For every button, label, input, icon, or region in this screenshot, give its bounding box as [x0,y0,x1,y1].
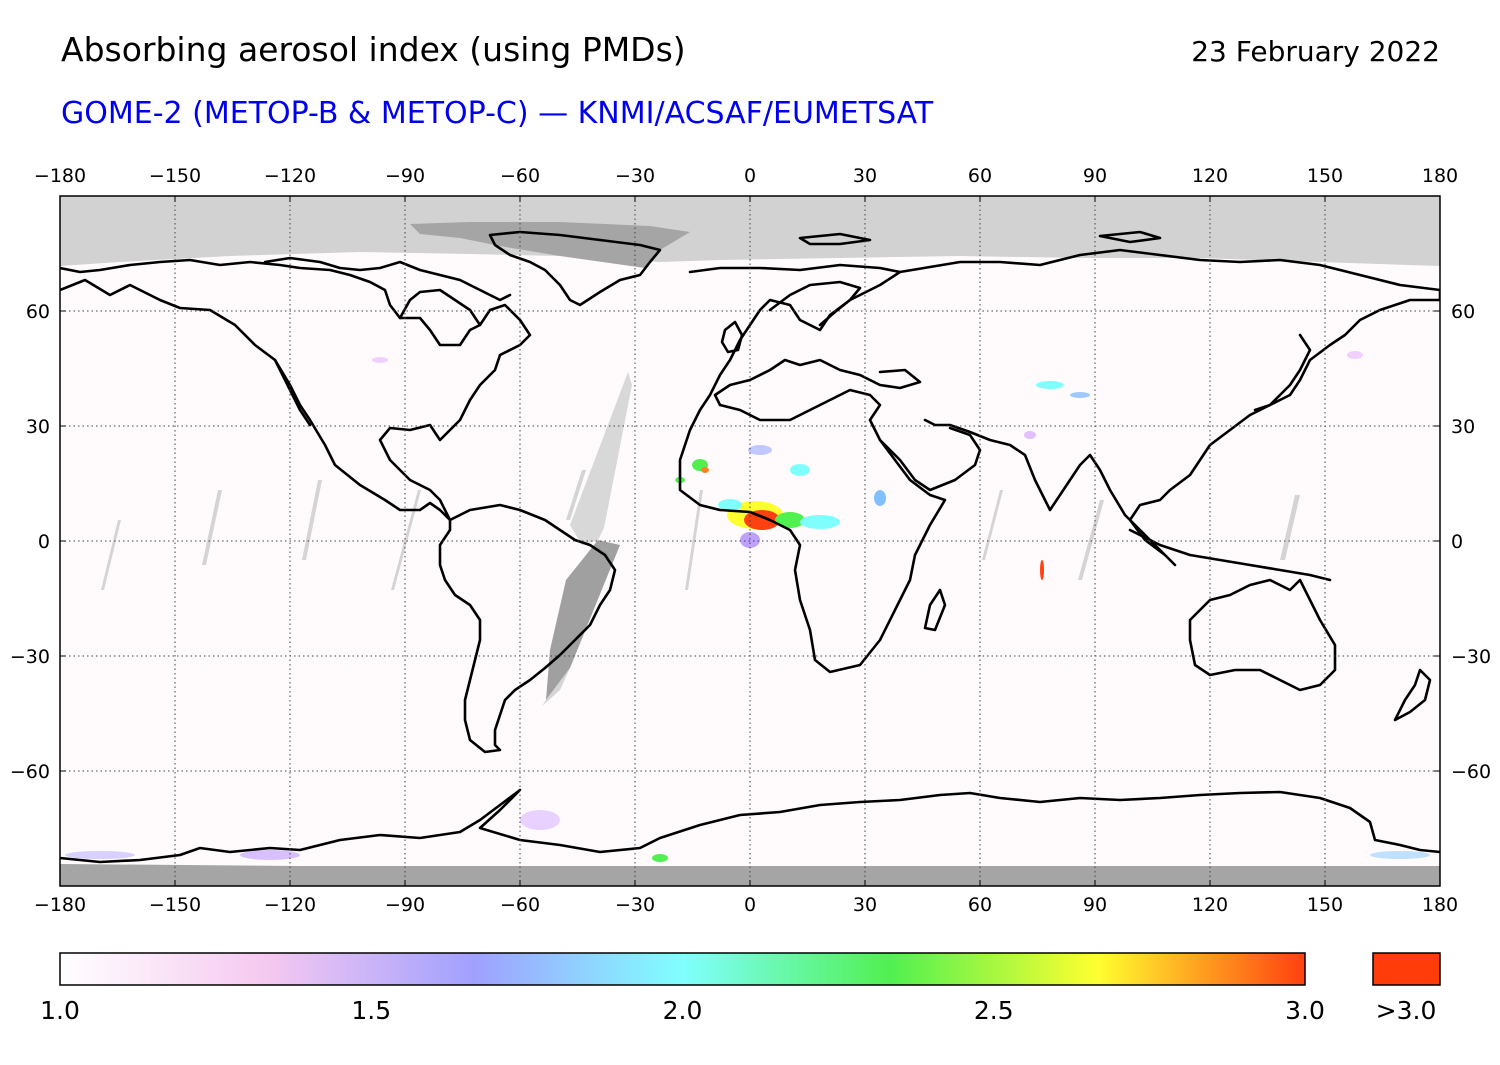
lat-tick-label-left: 60 [26,301,50,323]
colorbar-overflow [1372,952,1441,986]
coastline-europe-africa [678,263,947,674]
map-area [60,196,1440,886]
coastline-baja [273,358,312,427]
lat-tick-label-right: 60 [1451,301,1475,323]
lon-tick-label-top: 60 [968,165,992,187]
lon-tick-label-bottom: −180 [34,894,86,916]
coastline-madagascar [923,588,947,632]
colorbar-overflow-label: >3.0 [1376,996,1437,1025]
coastline-uk [720,320,744,354]
colorbar-label: 2.5 [974,996,1014,1025]
no-data-greenland [410,222,690,268]
lon-tick-label-top: −120 [264,165,316,187]
colorbar-labels: 1.0 1.5 2.0 2.5 3.0 >3.0 [40,996,1436,1025]
coastline-scandinavia [768,280,862,327]
lat-tick-label-right: −30 [1451,646,1491,668]
lon-tick-label-bottom: −30 [615,894,655,916]
coastline-indonesia [1128,528,1332,582]
coastline-svalbard [1098,230,1162,244]
coastline-greenland [488,230,662,307]
lon-tick-label-top: −90 [385,165,425,187]
no-data-swath-atlantic-tail [542,668,570,706]
coastline-antarctica [60,788,1440,864]
lon-tick-label-top: 120 [1192,165,1228,187]
colorbar-label: 1.5 [351,996,391,1025]
lat-tick-label-left: −60 [10,761,50,783]
lon-tick-label-bottom: 90 [1083,894,1107,916]
no-data-swath-atlantic-dark [546,540,620,700]
lon-tick-label-top: 0 [744,165,756,187]
no-data-swath-atlantic [570,372,632,545]
coastline-australia [1188,578,1337,692]
coastlines [60,230,1440,864]
lon-tick-label-top: −180 [34,165,86,187]
lon-tick-label-top: 150 [1307,165,1343,187]
map-subtitle: GOME-2 (METOP-B & METOP-C) — KNMI/ACSAF/… [61,96,934,131]
lon-tick-label-bottom: 60 [968,894,992,916]
no-data-arctic [60,196,1440,266]
map-title: Absorbing aerosol index (using PMDs) [61,30,686,69]
lon-tick-label-bottom: −150 [149,894,201,916]
lon-tick-label-top: 90 [1083,165,1107,187]
axis-ticks: −180 −180 −150 −150 −120 −120 −90 −90 −60 −60 −30 −… [10,165,1491,916]
colorbar-label: 3.0 [1285,996,1325,1025]
lon-tick-label-top: −30 [615,165,655,187]
coastline-siberia-islands [798,232,872,246]
coastline-arctic-islands [263,256,512,302]
colorbar-label: 1.0 [40,996,80,1025]
lon-tick-label-bottom: 150 [1307,894,1343,916]
lon-tick-label-bottom: 30 [853,894,877,916]
lat-tick-label-right: 30 [1451,416,1475,438]
lat-tick-label-left: −30 [10,646,50,668]
lon-tick-label-bottom: 0 [744,894,756,916]
lat-tick-label-right: 0 [1451,531,1463,553]
lon-tick-label-top: 180 [1422,165,1458,187]
colorbar [59,952,1306,986]
coastline-asia [898,248,1440,567]
lat-tick-label-left: 30 [26,416,50,438]
coastline-north-america [60,258,532,522]
coastline-arabia [878,426,982,492]
lat-tick-label-left: 0 [38,531,50,553]
graticule [60,196,1440,886]
coastline-japan [1253,333,1312,412]
no-data-gaps [101,470,1300,590]
lon-tick-label-bottom: 120 [1192,894,1228,916]
lon-tick-label-bottom: −60 [500,894,540,916]
lon-tick-label-top: 30 [853,165,877,187]
coastline-hudson [398,288,482,327]
map-date: 23 February 2022 [1191,35,1440,68]
coastline-new-zealand [1393,668,1432,722]
lon-tick-label-top: −60 [500,165,540,187]
lon-tick-label-top: −150 [149,165,201,187]
colorbar-label: 2.0 [663,996,703,1025]
lon-tick-label-bottom: −120 [264,894,316,916]
lon-tick-label-bottom: −90 [385,894,425,916]
lat-tick-label-right: −60 [1451,761,1491,783]
lon-tick-label-bottom: 180 [1422,894,1458,916]
